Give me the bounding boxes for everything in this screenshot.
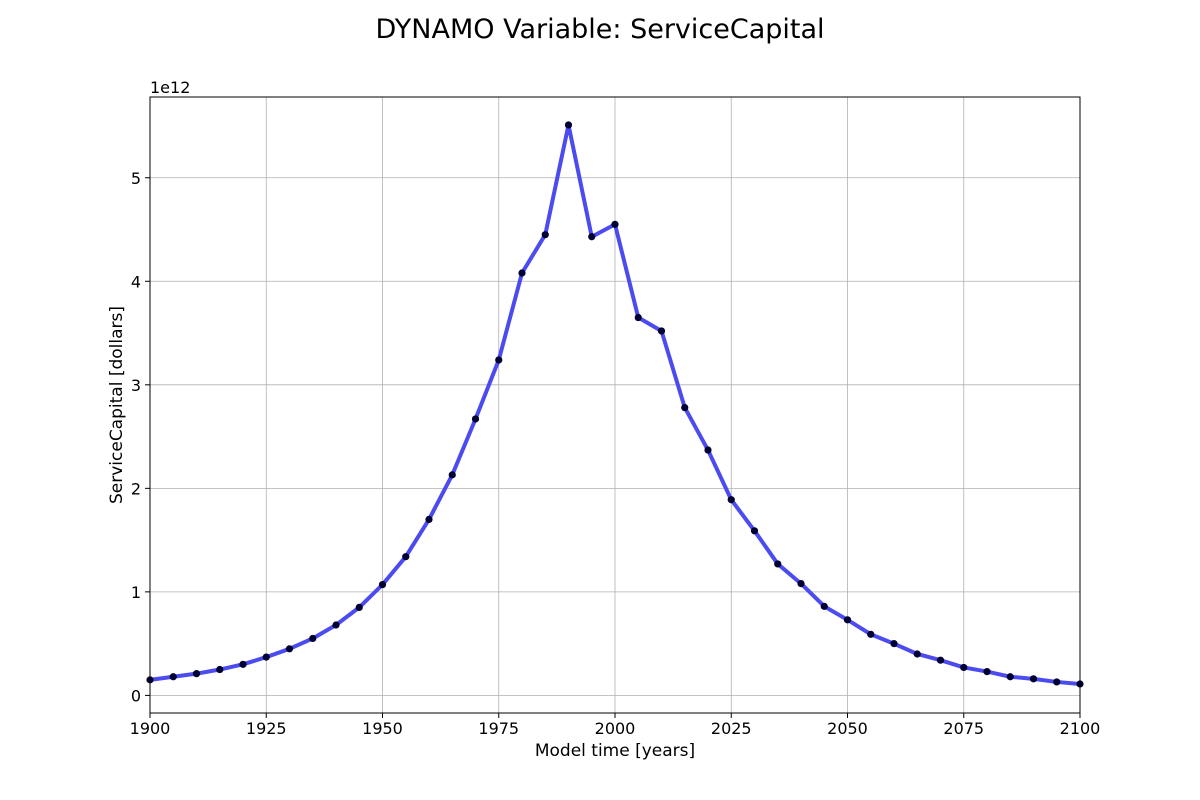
data-point [867,630,875,638]
y-axis-label: ServiceCapital [dollars] [107,306,127,504]
data-point [495,356,503,364]
data-point [983,667,991,676]
data-point [425,515,433,524]
data-point [936,656,945,664]
data-point [774,560,782,568]
data-point [309,634,317,643]
data-point [843,616,852,624]
data-point [890,640,898,648]
x-tick-label: 1925 [246,719,287,738]
data-point [564,121,573,129]
data-point [634,313,642,322]
data-point [750,527,759,535]
x-tick-label: 2100 [1060,719,1101,738]
data-point [518,269,526,277]
data-point [1053,678,1061,686]
y-tick-label: 3 [131,376,141,395]
y-tick-label: 5 [131,169,141,188]
data-point [332,621,340,629]
x-tick-label: 1900 [130,719,171,738]
data-point [239,660,247,668]
data-point [727,496,735,504]
data-point [285,645,294,653]
data-point [471,415,480,423]
x-tick-label: 1950 [362,719,403,738]
y-axis: 0 1 2 3 4 5 [131,169,150,705]
data-point [262,653,270,661]
y-tick-label: 0 [131,686,141,705]
data-point [913,650,921,658]
x-tick-label: 1975 [478,719,519,738]
data-point [657,327,666,335]
data-point [355,603,363,612]
x-tick-label: 2000 [595,719,636,738]
data-point [681,403,689,412]
y-tick-label: 2 [131,479,141,498]
data-point [448,471,456,479]
x-axis: 1900 1925 1950 1975 2000 2025 2050 2075 2100 [130,713,1101,738]
data-point [169,673,177,681]
data-point [960,663,968,672]
x-tick-label: 2050 [827,719,868,738]
y-tick-label: 4 [131,272,141,291]
x-tick-label: 2025 [711,719,752,738]
data-point [1006,673,1014,681]
data-point [588,233,596,241]
x-axis-label: Model time [years] [535,741,695,761]
data-point [541,231,549,239]
data-point [611,220,619,228]
grid [149,97,1081,713]
y-offset-label: 1e12 [150,78,190,97]
data-point [402,553,410,561]
data-point [378,581,387,589]
data-point [192,670,201,678]
chart-title: DYNAMO Variable: ServiceCapital [375,14,824,45]
y-tick-label: 1 [131,583,141,602]
data-point [797,579,805,588]
data-point [216,665,224,674]
series-layer [146,121,1084,688]
data-point [704,446,712,454]
data-point [1029,675,1038,683]
data-point [820,602,828,610]
x-tick-label: 2075 [943,719,984,738]
